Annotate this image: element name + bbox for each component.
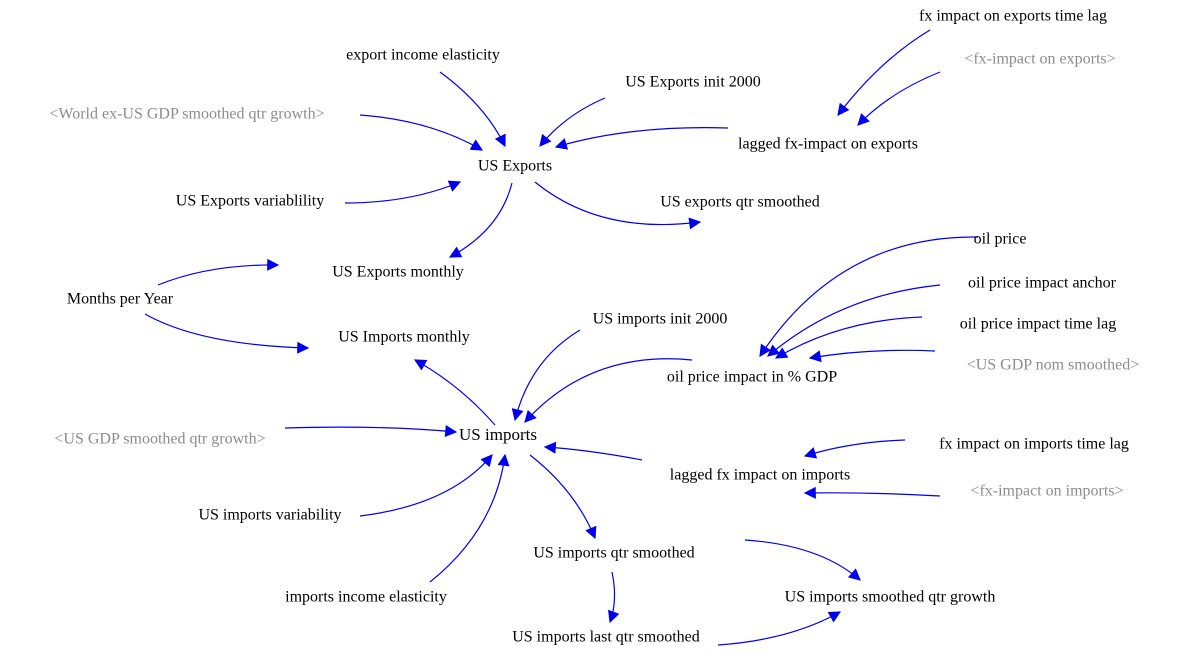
- node-label: US imports init 2000: [593, 311, 728, 328]
- link: [744, 539, 861, 581]
- node-label: oil price: [974, 231, 1027, 248]
- link: [857, 71, 941, 126]
- link: [717, 611, 842, 646]
- node-label: lagged fx impact on imports: [670, 467, 850, 484]
- nodes: fx impact on exports time lag <fx-impact…: [49, 8, 1139, 646]
- link: [803, 439, 906, 459]
- node-label: <fx-impact on exports>: [964, 51, 1115, 68]
- node-label: oil price impact anchor: [968, 275, 1117, 292]
- link: [837, 29, 931, 116]
- link: [429, 453, 510, 583]
- node-label: US imports smoothed qtr growth: [785, 589, 996, 606]
- node-label: Months per Year: [67, 291, 174, 308]
- link: [554, 127, 729, 150]
- node-label: US Imports monthly: [338, 329, 470, 346]
- link: [524, 358, 693, 423]
- node-label: <fx-impact on imports>: [970, 483, 1123, 500]
- link: [803, 486, 941, 499]
- node-label: <US GDP nom smoothed>: [967, 357, 1140, 374]
- node-label: export income elasticity: [346, 47, 500, 64]
- link: [439, 71, 506, 148]
- links: [144, 29, 979, 646]
- node-label: US imports last qtr smoothed: [512, 629, 700, 646]
- node-label: US imports variability: [198, 507, 341, 524]
- node-label: <US GDP smoothed qtr growth>: [54, 431, 265, 448]
- node-label: lagged fx-impact on exports: [738, 136, 918, 153]
- link: [608, 571, 620, 624]
- link: [157, 258, 280, 286]
- link: [511, 329, 581, 422]
- node-label: oil price impact in % GDP: [667, 369, 837, 386]
- node-label: US Exports: [478, 158, 552, 175]
- link: [344, 180, 462, 204]
- link: [808, 349, 936, 363]
- node-label: oil price impact time lag: [960, 316, 1116, 333]
- link: [284, 425, 458, 437]
- node-label: US Exports variablility: [176, 193, 324, 210]
- link: [774, 316, 923, 359]
- link: [767, 284, 941, 357]
- node-label: US imports qtr smoothed: [533, 545, 694, 562]
- link: [539, 97, 606, 147]
- link: [759, 236, 979, 358]
- link: [529, 454, 597, 540]
- node-label: imports income elasticity: [285, 589, 447, 606]
- node-label: US exports qtr smoothed: [660, 194, 820, 211]
- node-label: US Exports monthly: [332, 264, 464, 281]
- node-label: <World ex-US GDP smoothed qtr growth>: [49, 106, 324, 123]
- link: [359, 454, 493, 517]
- link: [534, 181, 702, 230]
- link: [543, 441, 643, 461]
- node-label: US Exports init 2000: [625, 74, 761, 91]
- node-label: fx impact on exports time lag: [919, 8, 1107, 25]
- link: [413, 359, 496, 426]
- node-label: fx impact on imports time lag: [939, 436, 1129, 453]
- node-label: US imports: [459, 425, 537, 444]
- link: [144, 313, 310, 354]
- link: [359, 114, 484, 151]
- link: [448, 182, 513, 258]
